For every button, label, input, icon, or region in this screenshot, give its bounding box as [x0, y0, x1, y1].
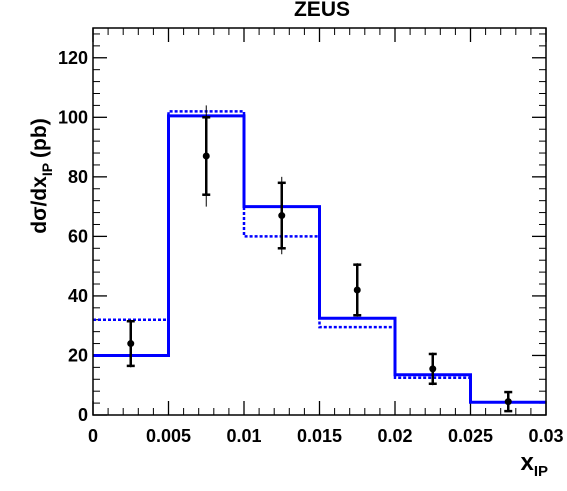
data-point — [429, 365, 437, 373]
x-axis-label-main: x — [520, 449, 534, 476]
data-points — [126, 105, 513, 413]
x-tick-label: 0.015 — [297, 426, 342, 446]
x-tick-label: 0 — [88, 426, 98, 446]
data-point — [278, 212, 286, 220]
y-tick-label: 60 — [68, 226, 88, 246]
data-point — [127, 340, 135, 348]
x-axis-label: xIP — [520, 449, 548, 480]
x-axis-label-sub: IP — [534, 463, 548, 480]
y-axis-label-sub: IP — [39, 163, 55, 176]
y-axis-label: dσ/dxIP (pb) — [28, 118, 55, 233]
dotted-histogram — [93, 110, 546, 404]
y-axis-label-unit: (pb) — [28, 118, 51, 158]
data-point — [504, 398, 512, 406]
dotted-histogram-line — [93, 110, 546, 404]
y-tick-label: 0 — [78, 405, 88, 425]
x-tick-label: 0.02 — [377, 426, 412, 446]
svg-text:dσ/dxIP(pb): dσ/dxIP (pb) — [28, 118, 55, 233]
y-tick-label: 120 — [58, 48, 88, 68]
plot-frame — [92, 27, 547, 416]
y-axis-label-main: dσ/dx — [28, 176, 51, 234]
x-tick-label: 0.025 — [448, 426, 493, 446]
x-tick-label: 0.01 — [226, 426, 261, 446]
chart-title: ZEUS — [294, 0, 350, 21]
y-tick-label: 20 — [68, 345, 88, 365]
y-tick-label: 40 — [68, 286, 88, 306]
axis-ticks: 0 0.005 0.01 0.015 0.02 0.025 0.03 0 20 40 60 80 100… — [58, 28, 564, 446]
data-point — [202, 152, 210, 160]
y-tick-label: 100 — [58, 107, 88, 127]
x-tick-label: 0.03 — [528, 426, 563, 446]
x-tick-label: 0.005 — [146, 426, 191, 446]
y-tick-label: 80 — [68, 167, 88, 187]
data-point — [353, 286, 361, 294]
svg-text:xIP: xIP — [520, 449, 548, 480]
